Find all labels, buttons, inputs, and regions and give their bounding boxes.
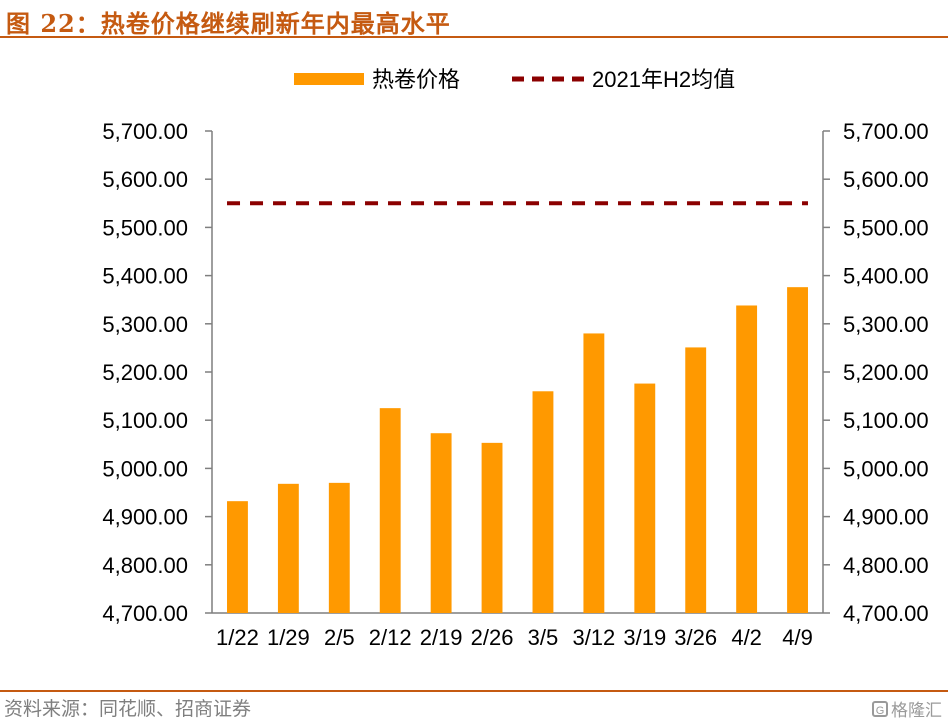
- right-y-tick-label: 4,800.00: [843, 553, 929, 578]
- legend: 热卷价格 2021年H2均值: [294, 67, 735, 92]
- title-rule: [0, 36, 948, 38]
- x-tick-label: 3/19: [623, 625, 666, 650]
- x-tick-label: 3/5: [528, 625, 559, 650]
- bar-2/19: [430, 433, 452, 613]
- legend-label-bar: 热卷价格: [372, 67, 460, 92]
- left-y-tick-label: 4,700.00: [102, 601, 188, 626]
- watermark-logo-icon: G: [872, 700, 888, 717]
- watermark: G 格隆汇: [872, 696, 942, 721]
- x-tick-label: 1/29: [267, 625, 310, 650]
- left-y-tick-label: 4,900.00: [102, 505, 188, 530]
- bar-4/2: [736, 305, 758, 613]
- watermark-text: 格隆汇: [891, 701, 942, 720]
- x-tick-label: 4/9: [782, 625, 813, 650]
- axes: 4,700.00 4,700.00 4,800.00 4,800.00 4,900.00…: [102, 119, 928, 626]
- right-y-tick-label: 5,200.00: [843, 360, 929, 385]
- bar-2/5: [328, 482, 350, 613]
- x-tick-label: 2/12: [369, 625, 412, 650]
- bar-4/9: [787, 287, 808, 613]
- x-tick-label: 2/19: [420, 625, 463, 650]
- bars: [227, 287, 808, 613]
- right-y-tick-label: 5,600.00: [843, 167, 929, 192]
- left-y-tick-label: 5,500.00: [102, 215, 188, 240]
- source-note: 资料来源：同花顺、招商证券: [4, 698, 252, 720]
- left-y-tick-label: 5,200.00: [102, 360, 188, 385]
- right-y-tick-label: 4,700.00: [843, 601, 929, 626]
- x-tick-label: 3/12: [572, 625, 615, 650]
- left-y-tick-label: 5,400.00: [102, 264, 188, 289]
- x-tick-label: 4/2: [731, 625, 762, 650]
- right-y-tick-label: 5,400.00: [843, 264, 929, 289]
- x-tick-labels: 1/22 1/29 2/5 2/12 2/19 2/26 3/5 3/12 3/19 3/26 4/…: [216, 625, 813, 650]
- bar-3/26: [685, 347, 707, 613]
- bar-3/5: [532, 391, 554, 613]
- right-y-tick-label: 5,000.00: [843, 456, 929, 481]
- left-y-tick-label: 5,000.00: [102, 456, 188, 481]
- x-tick-label: 1/22: [216, 625, 259, 650]
- bar-1/22: [227, 501, 248, 613]
- left-y-tick-label: 5,600.00: [102, 167, 188, 192]
- bar-2/26: [481, 442, 503, 613]
- bar-3/19: [634, 383, 656, 613]
- bar-3/12: [583, 333, 605, 613]
- legend-swatch-bar: [294, 73, 364, 85]
- x-tick-label: 3/26: [674, 625, 717, 650]
- left-y-tick-label: 5,300.00: [102, 312, 188, 337]
- bar-1/29: [277, 483, 299, 613]
- right-y-tick-label: 5,500.00: [843, 215, 929, 240]
- left-y-tick-label: 5,100.00: [102, 408, 188, 433]
- legend-label-line: 2021年H2均值: [592, 67, 735, 92]
- right-y-tick-label: 4,900.00: [843, 505, 929, 530]
- bar-2/12: [379, 408, 401, 613]
- x-tick-label: 2/26: [471, 625, 514, 650]
- right-y-tick-label: 5,100.00: [843, 408, 929, 433]
- figure-title: 图 22：热卷价格继续刷新年内最高水平: [6, 9, 451, 38]
- left-y-tick-label: 4,800.00: [102, 553, 188, 578]
- right-y-tick-label: 5,700.00: [843, 119, 929, 144]
- x-tick-label: 2/5: [324, 625, 355, 650]
- right-y-tick-label: 5,300.00: [843, 312, 929, 337]
- left-y-tick-label: 5,700.00: [102, 119, 188, 144]
- source-rule: [0, 690, 948, 692]
- chart: 热卷价格 2021年H2均值 4,700.00 4,700.004,800.00 4…: [102, 67, 928, 650]
